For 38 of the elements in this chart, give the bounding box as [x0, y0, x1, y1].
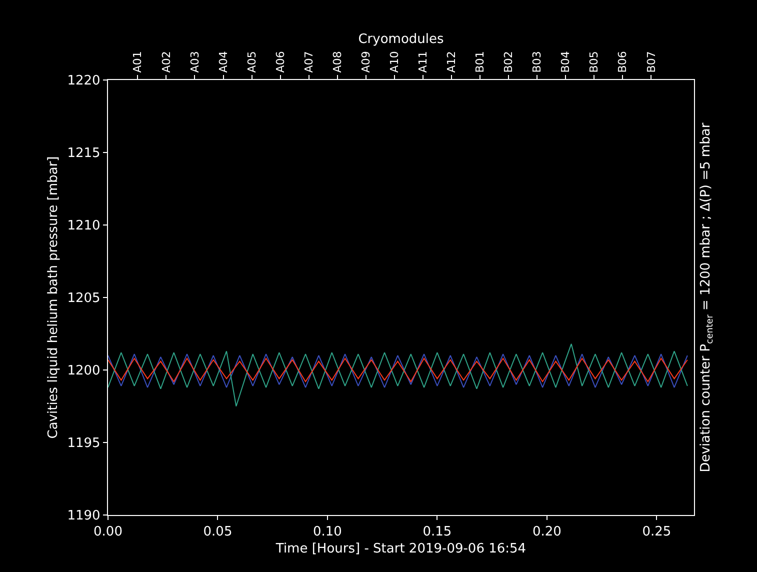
x-tick-label: 0.20: [532, 524, 562, 540]
line-series: [108, 354, 688, 388]
text: A01: [131, 51, 144, 73]
text: A05: [245, 51, 258, 73]
y-tick-label: 1205: [67, 291, 100, 306]
x-axis-title: Time [Hours] - Start 2019-09-06 16:54: [274, 541, 526, 556]
text: B03: [530, 51, 544, 73]
text: A07: [302, 51, 316, 73]
y-tick-label: 1195: [67, 436, 100, 452]
text: A04: [216, 51, 230, 73]
x-tick-label: 0.25: [642, 524, 672, 540]
y-axis-title: Cavities liquid helium bath pressure [mbar]: [46, 156, 62, 439]
text: A09: [359, 51, 372, 73]
x2-axis-title: Cryomodules: [358, 32, 444, 48]
text: A10: [388, 51, 402, 73]
text: B02: [502, 51, 516, 73]
y-tick-label: 1210: [67, 218, 100, 234]
x-tick-label: 0.10: [313, 524, 342, 540]
text: A03: [188, 51, 202, 73]
y-tick-label: 1215: [67, 146, 100, 162]
text: B05: [588, 51, 601, 73]
text: A06: [274, 51, 287, 73]
text: B01: [474, 51, 487, 73]
text: B04: [559, 51, 572, 73]
line-series: [108, 358, 688, 382]
text: B06: [616, 51, 630, 73]
y-tick-label: 1220: [67, 74, 100, 89]
text: B07: [644, 51, 658, 73]
line-series: [108, 343, 688, 407]
text: A11: [416, 51, 430, 73]
y-tick-label: 1200: [67, 364, 100, 379]
text: A02: [160, 51, 173, 73]
x-tick-label: 0.15: [422, 524, 452, 540]
x-tick-label: 0.05: [203, 524, 232, 540]
x-tick-label: 0.00: [94, 524, 122, 540]
y-tick-label: 1190: [67, 508, 100, 524]
text: A12: [445, 51, 458, 73]
text: A08: [330, 51, 344, 73]
